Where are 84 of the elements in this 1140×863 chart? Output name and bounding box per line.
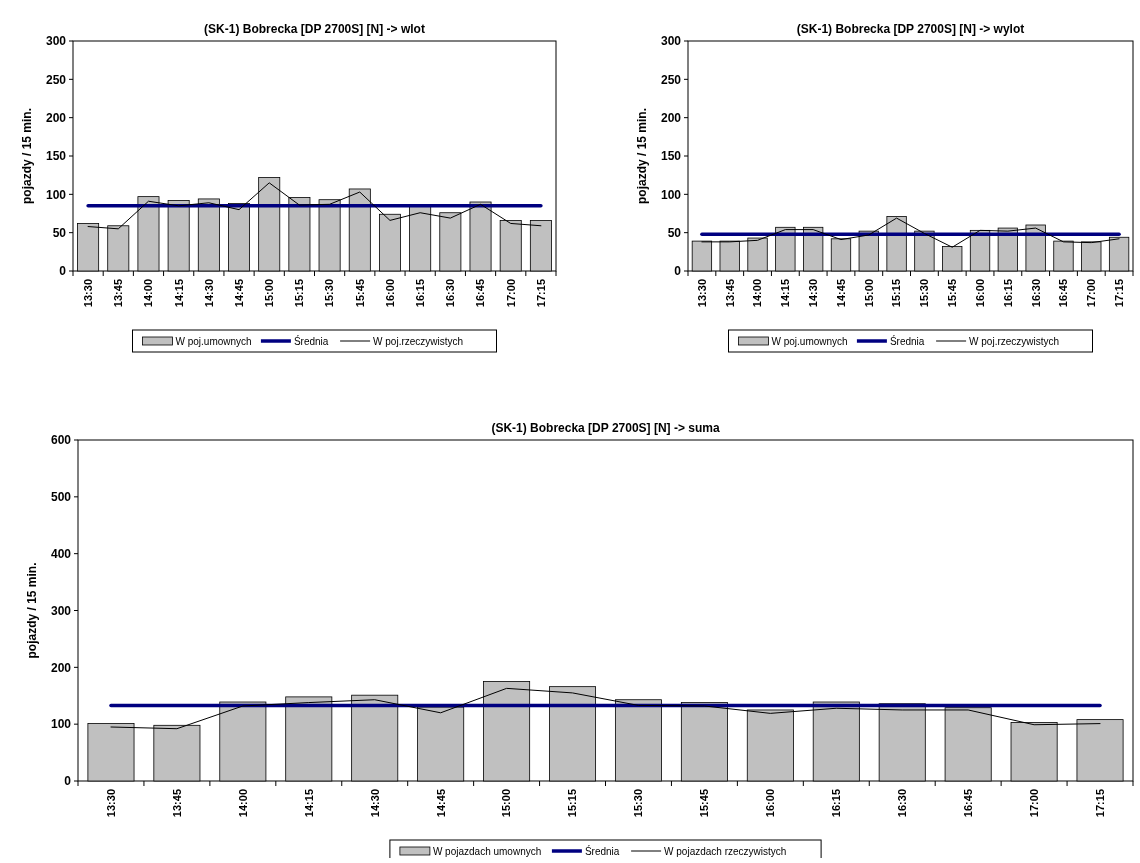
y-tick-label: 100 [50,717,72,732]
x-tick-label: 15:45 [946,279,959,308]
y-tick-label: 400 [50,546,72,561]
x-tick-label: 15:15 [566,789,579,818]
y-tick-label: 100 [45,187,67,202]
y-tick-label: 0 [674,264,682,279]
y-tick-label: 50 [667,225,682,240]
y-tick-label: 0 [64,774,72,789]
x-tick-label: 16:15 [1001,279,1014,308]
x-tick-label: 15:45 [353,279,366,308]
x-tick-label: 13:30 [695,279,708,308]
x-tick-label: 16:45 [474,279,487,308]
x-tick-label: 16:15 [414,279,427,308]
x-tick-label: 16:00 [764,789,777,818]
x-tick-label: 13:45 [170,789,183,818]
x-tick-label: 14:00 [751,279,764,308]
y-axis-title: pojazdy / 15 min. [20,107,34,205]
x-tick-label: 17:15 [1112,279,1125,308]
x-tick-label: 17:00 [1085,279,1098,308]
chart-title: (SK-1) Bobrecka [DP 2700S] [N] -> wlot [204,22,425,36]
x-tick-label: 15:30 [323,279,336,308]
x-tick-label: 17:15 [1093,789,1106,818]
x-tick-label: 14:45 [434,789,447,818]
y-tick-label: 600 [50,433,72,448]
y-tick-label: 300 [45,34,67,49]
y-axis-title: pojazdy / 15 min. [635,107,649,205]
y-tick-label: 300 [660,34,682,49]
x-tick-label: 16:15 [830,789,843,818]
x-tick-label: 14:15 [302,789,315,818]
x-tick-label: 15:15 [293,279,306,308]
x-tick-label: 14:00 [142,279,155,308]
legend-label: Średnia [889,334,925,347]
x-tick-label: 17:00 [1027,789,1040,818]
x-tick-label: 15:30 [632,789,645,818]
legend-label: W poj.umownych [175,335,252,347]
x-tick-label: 16:00 [973,279,986,308]
x-tick-label: 14:30 [202,279,215,308]
legend-label: W poj.rzeczywistych [969,335,1060,347]
x-tick-label: 16:45 [1057,279,1070,308]
x-tick-label: 14:15 [779,279,792,308]
legend-label: W poj.umownych [771,335,848,347]
chart-title: (SK-1) Bobrecka [DP 2700S] [N] -> wylot [796,22,1025,36]
legend-label: W pojazdach umownych [432,845,542,857]
x-tick-label: 16:30 [1029,279,1042,308]
x-tick-label: 14:30 [807,279,820,308]
x-tick-label: 17:00 [504,279,517,308]
x-tick-label: 14:45 [834,279,847,308]
x-tick-label: 14:00 [236,789,249,818]
y-tick-label: 150 [45,149,67,164]
legend-label: W pojazdach rzeczywistych [664,845,787,857]
legend-label: Średnia [584,844,620,857]
y-tick-label: 0 [59,264,67,279]
x-tick-label: 15:30 [918,279,931,308]
x-tick-label: 15:00 [263,279,276,308]
y-tick-label: 150 [660,149,682,164]
x-tick-label: 13:30 [104,789,117,818]
y-axis-title: pojazdy / 15 min. [25,562,39,659]
y-tick-label: 250 [660,72,682,87]
y-tick-label: 200 [660,110,682,125]
x-tick-label: 16:45 [962,789,975,818]
x-tick-label: 15:00 [500,789,513,818]
legend-label: W poj.rzeczywistych [373,335,464,347]
y-tick-label: 200 [50,660,72,675]
y-tick-label: 250 [45,72,67,87]
x-tick-label: 15:45 [698,789,711,818]
x-tick-label: 13:45 [723,279,736,308]
x-tick-label: 13:45 [112,279,125,308]
x-tick-label: 14:30 [368,789,381,818]
y-tick-label: 100 [660,187,682,202]
x-tick-label: 16:30 [896,789,909,818]
chart-title: (SK-1) Bobrecka [DP 2700S] [N] -> suma [491,421,720,435]
y-tick-label: 300 [50,603,72,618]
x-tick-label: 13:30 [81,279,94,308]
y-tick-label: 200 [45,110,67,125]
x-tick-label: 15:00 [862,279,875,308]
x-tick-label: 17:15 [534,279,547,308]
x-tick-label: 16:00 [383,279,396,308]
x-tick-label: 14:15 [172,279,185,308]
x-tick-label: 16:30 [444,279,457,308]
legend-label: Średnia [293,334,329,347]
x-tick-label: 14:45 [232,279,245,308]
x-tick-label: 15:15 [890,279,903,308]
y-tick-label: 50 [52,225,67,240]
y-tick-label: 500 [50,490,72,505]
